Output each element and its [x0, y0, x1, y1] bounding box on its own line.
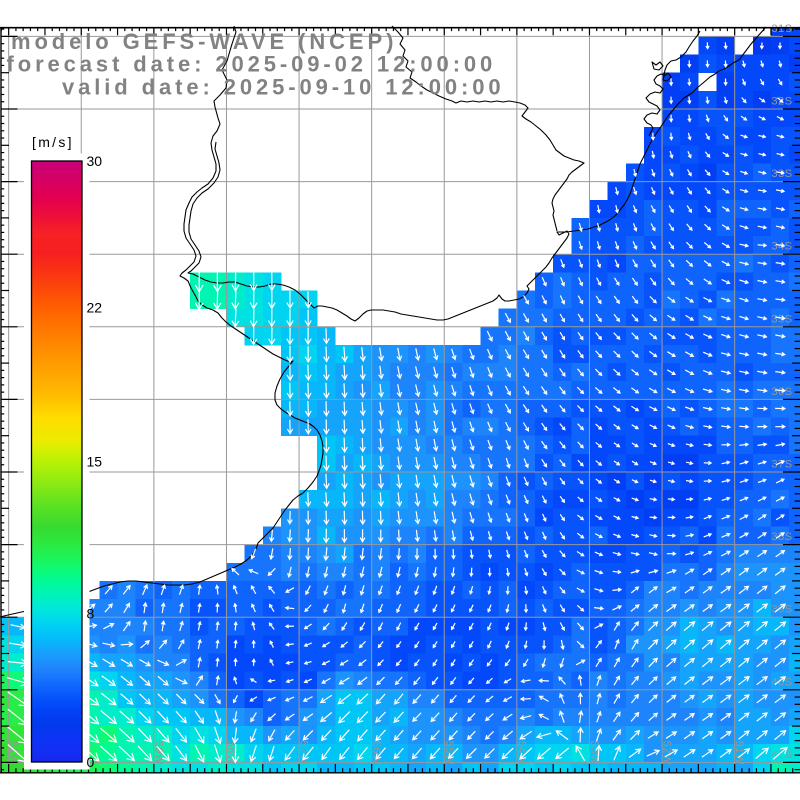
- svg-text:[m/s]: [m/s]: [32, 134, 74, 150]
- svg-text:40S: 40S: [771, 676, 792, 688]
- svg-text:55W: 55W: [443, 741, 455, 765]
- svg-text:30: 30: [87, 153, 103, 169]
- svg-text:15: 15: [87, 454, 103, 470]
- svg-text:58W: 58W: [225, 741, 237, 765]
- svg-text:valid date: 2025-09-10 12:00:0: valid date: 2025-09-10 12:00:00: [62, 75, 505, 100]
- svg-text:54W: 54W: [515, 741, 527, 765]
- svg-text:31S: 31S: [771, 23, 792, 35]
- svg-text:56W: 56W: [370, 741, 382, 765]
- svg-text:39S: 39S: [771, 604, 792, 616]
- svg-text:0: 0: [87, 754, 95, 770]
- svg-text:22: 22: [87, 300, 103, 316]
- svg-text:8: 8: [87, 606, 95, 622]
- svg-text:37S: 37S: [771, 459, 792, 471]
- svg-text:forecast date: 2025-09-02 12:0: forecast date: 2025-09-02 12:00:00: [7, 52, 497, 77]
- svg-text:41S: 41S: [771, 749, 792, 761]
- svg-text:59W: 59W: [152, 741, 164, 765]
- svg-text:52W: 52W: [661, 741, 673, 765]
- svg-text:57W: 57W: [298, 741, 310, 765]
- svg-text:38S: 38S: [771, 531, 792, 543]
- svg-text:53W: 53W: [588, 741, 600, 765]
- svg-text:51W: 51W: [733, 741, 745, 765]
- svg-text:modelo GEFS-WAVE (NCEP): modelo GEFS-WAVE (NCEP): [11, 29, 397, 54]
